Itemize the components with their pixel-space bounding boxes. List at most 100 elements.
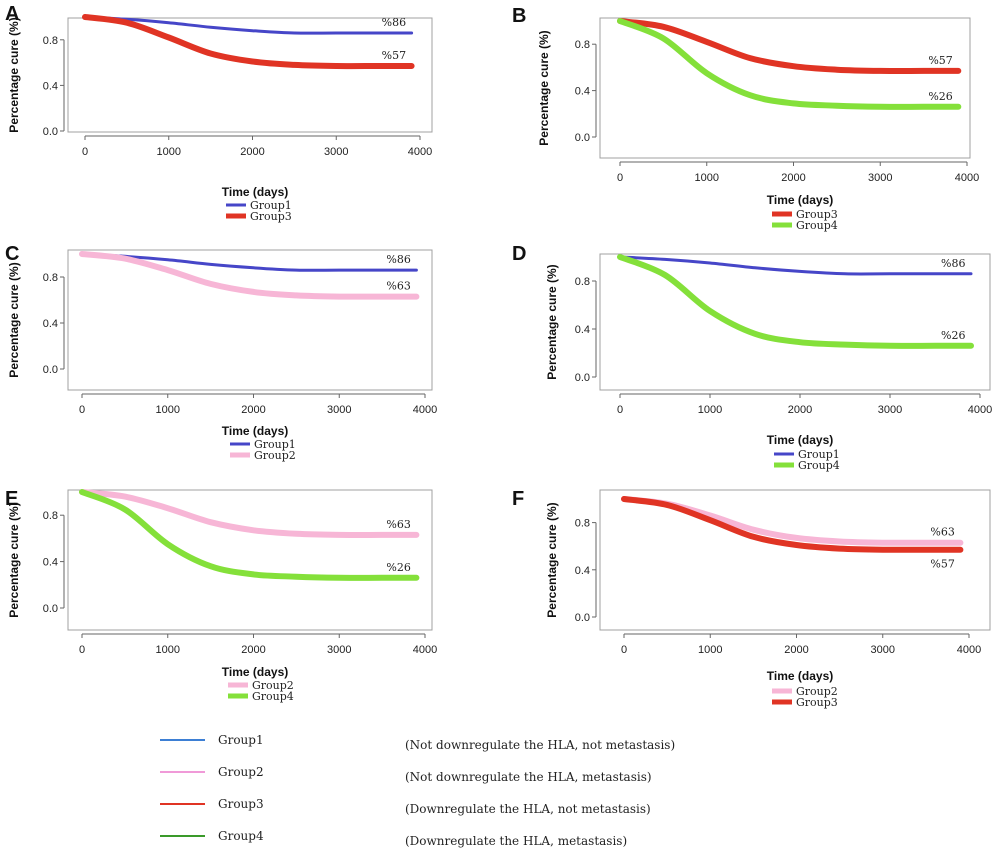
plot-frame (599, 489, 991, 631)
y-tick-label: 0.4 (43, 557, 58, 569)
x-tick-label: 3000 (878, 404, 902, 416)
x-tick-label: 1000 (695, 172, 719, 184)
legend-label: Group4 (796, 219, 838, 232)
legend-label: Group2 (254, 449, 296, 462)
x-tick-label: 2000 (784, 644, 808, 656)
panel-a: A 0.0 0.4 0.8 0 1000 2000 3000 4000 Percentage cu… (5, 3, 433, 223)
end-label: %26 (386, 561, 410, 574)
x-tick-label: 1000 (157, 146, 181, 158)
end-label: %63 (386, 280, 410, 293)
end-label: %57 (382, 49, 406, 62)
x-axis-label: Time (days) (767, 433, 833, 447)
end-label: %86 (386, 253, 410, 266)
x-tick-label: 3000 (327, 644, 351, 656)
end-label: %26 (928, 90, 952, 103)
x-axis-label: Time (days) (767, 669, 833, 683)
legend-label: Group3 (250, 210, 292, 223)
x-tick-label: 0 (82, 146, 88, 158)
x-tick-label: 4000 (957, 644, 981, 656)
x-tick-label: 2000 (240, 146, 264, 158)
series-line-group3 (82, 14, 415, 70)
legend-label: Group1 (798, 448, 840, 461)
legend-label: Group1 (250, 199, 292, 212)
end-label: %63 (930, 526, 954, 539)
key-group-description: (Not downregulate the HLA, metastasis) (405, 770, 652, 784)
x-tick-label: 4000 (408, 146, 432, 158)
x-tick-label: 4000 (413, 404, 437, 416)
key-group-name: Group4 (218, 829, 264, 843)
x-tick-label: 4000 (955, 172, 979, 184)
panel-c: C 0.0 0.4 0.8 0 1000 2000 3000 4000 Percentage cu… (5, 243, 437, 462)
panel-letter: E (5, 488, 18, 510)
panel-f: F 0.0 0.4 0.8 0 1000 2000 3000 4000 Percentage cu… (512, 488, 991, 709)
key-group-name: Group1 (218, 733, 264, 747)
series-line-group2 (79, 489, 420, 538)
x-tick-label: 2000 (241, 404, 265, 416)
end-label: %57 (928, 54, 952, 67)
x-tick-label: 3000 (871, 644, 895, 656)
x-tick-label: 4000 (968, 404, 992, 416)
end-label: %57 (930, 558, 954, 571)
legend-label: Group3 (796, 208, 838, 221)
y-tick-label: 0.8 (575, 518, 590, 530)
legend-label: Group3 (796, 696, 838, 709)
y-tick-label: 0.8 (43, 35, 58, 47)
y-tick-label: 0.8 (575, 276, 590, 288)
x-tick-label: 1000 (156, 404, 180, 416)
panel-letter: F (512, 488, 524, 510)
key-group-name: Group2 (218, 765, 264, 779)
legend-label: Group4 (252, 690, 294, 703)
panel-letter: D (512, 243, 526, 265)
plot-frame (599, 17, 971, 159)
y-axis-label: Percentage cure (%) (545, 502, 559, 617)
x-axis-label: Time (days) (222, 665, 288, 679)
plot-frame (67, 249, 433, 391)
y-tick-label: 0.0 (43, 364, 58, 376)
x-tick-label: 0 (621, 644, 627, 656)
y-axis-label: Percentage cure (%) (7, 17, 21, 132)
y-tick-label: 0.0 (575, 132, 590, 144)
panel-e: E 0.0 0.4 0.8 0 1000 2000 3000 4000 Percentage cu… (5, 488, 437, 703)
series-line-group4 (79, 489, 420, 581)
y-tick-label: 0.4 (575, 565, 590, 577)
y-tick-label: 0.0 (575, 612, 590, 624)
key-group-name: Group3 (218, 797, 264, 811)
x-tick-label: 1000 (698, 644, 722, 656)
panel-b: B 0.0 0.4 0.8 0 1000 2000 3000 4000 Percentage cu… (512, 5, 979, 232)
end-label: %86 (382, 16, 406, 29)
x-tick-label: 0 (617, 172, 623, 184)
x-tick-label: 2000 (241, 644, 265, 656)
series-line-group4 (617, 18, 962, 110)
x-axis-label: Time (days) (222, 185, 288, 199)
x-tick-label: 3000 (868, 172, 892, 184)
panel-d: D 0.0 0.4 0.8 0 1000 2000 3000 4000 Percentage cu… (512, 243, 992, 472)
x-tick-label: 1000 (698, 404, 722, 416)
legend-label: Group2 (252, 679, 294, 692)
x-axis-label: Time (days) (222, 424, 288, 438)
y-tick-label: 0.8 (43, 272, 58, 284)
x-tick-label: 0 (617, 404, 623, 416)
panel-letter: C (5, 243, 19, 265)
series-line-group1 (83, 15, 414, 35)
key-group-description: (Downregulate the HLA, metastasis) (405, 834, 627, 848)
x-tick-label: 1000 (156, 644, 180, 656)
y-axis-label: Percentage cure (%) (537, 30, 551, 145)
x-tick-label: 0 (79, 404, 85, 416)
series-line-group1 (80, 252, 418, 272)
panel-letter: B (512, 5, 526, 27)
series-line-group3 (617, 18, 962, 74)
x-tick-label: 2000 (781, 172, 805, 184)
end-label: %63 (386, 518, 410, 531)
key-group-description: (Not downregulate the HLA, not metastasi… (405, 738, 675, 752)
series-line-group2 (79, 251, 420, 300)
y-tick-label: 0.4 (43, 80, 58, 92)
y-axis-label: Percentage cure (%) (545, 264, 559, 379)
x-tick-label: 0 (79, 644, 85, 656)
legend-label: Group4 (798, 459, 840, 472)
y-tick-label: 0.4 (43, 318, 58, 330)
key-group-description: (Downregulate the HLA, not metastasis) (405, 802, 651, 816)
legend-label: Group2 (796, 685, 838, 698)
series-line-group3 (621, 496, 964, 553)
y-axis-label: Percentage cure (%) (7, 502, 21, 617)
